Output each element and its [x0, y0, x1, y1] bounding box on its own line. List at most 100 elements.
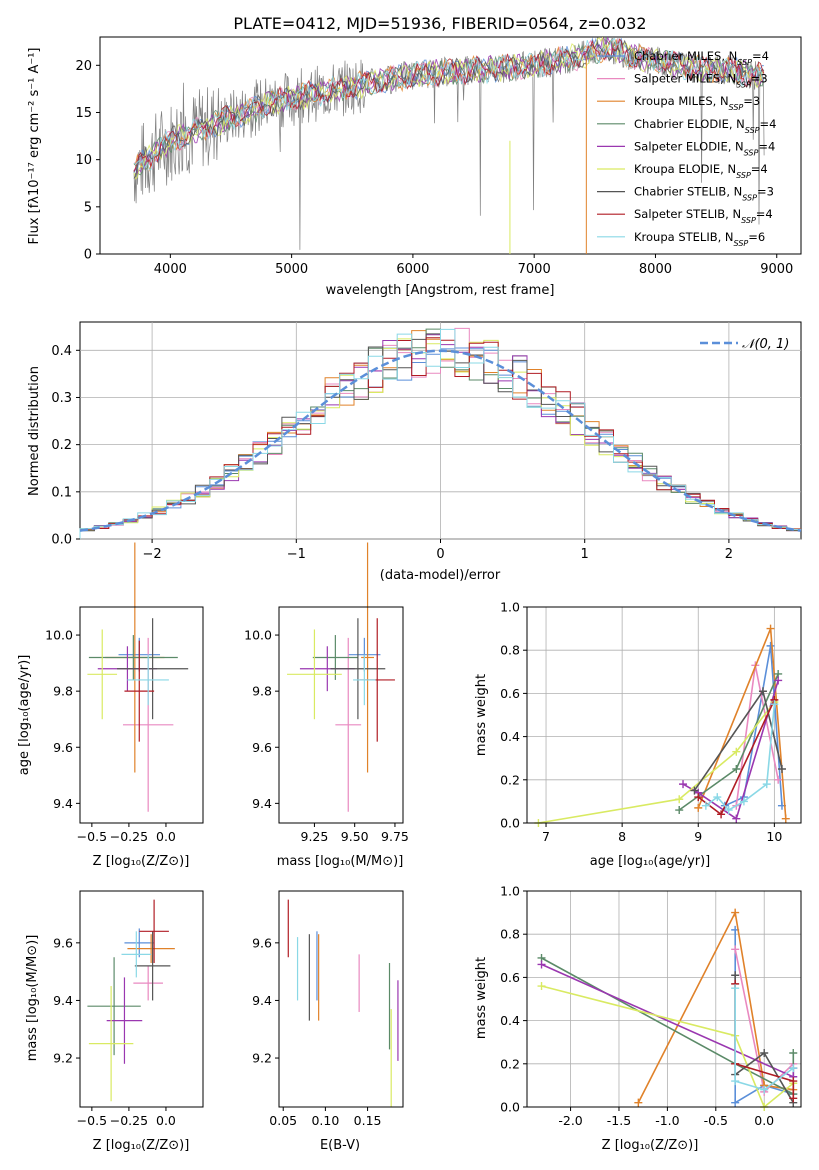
weight-vs-Z-ylabel: mass weight [474, 957, 489, 1039]
panel-xtick-label: 9.50 [341, 829, 369, 844]
weight-marker [777, 765, 786, 773]
panel-frame [526, 890, 802, 1108]
spectrum-clip-group [133, 37, 765, 254]
residual-xlabel: (data-model)/error [380, 568, 501, 583]
panel-xtick-label: 0.0 [754, 1113, 774, 1128]
panel-ytick-label: 0.0 [500, 1100, 520, 1115]
weight-marker [739, 797, 748, 806]
residual-xtick-label: 1 [581, 547, 589, 562]
spectrum-xtick-label: 5000 [275, 262, 308, 277]
panel-frame [278, 606, 404, 824]
spectrum-lines [133, 37, 765, 254]
weight-vs-Z-panel: -2.0 -1.5 -1.0 -0.5 0.0 0.0 0.2 0.4 0.6 0.8 1.0 [500, 884, 802, 1128]
spectrum-model-line [133, 37, 765, 175]
legend-entry: Kroupa MILES, NSSP=3 [634, 94, 760, 112]
legend-value: =3 [757, 185, 774, 199]
spectrum-model-line [133, 39, 765, 172]
panel-xtick-label: −0.25 [110, 829, 148, 844]
mass-vs-ebv-xlabel: E(B-V) [320, 1138, 360, 1153]
weight-marker [731, 945, 740, 954]
legend-entry: Salpeter ELODIE, NSSP=4 [634, 139, 775, 157]
panel-xtick-label: −0.5 [77, 829, 107, 844]
weight-marker [789, 1077, 798, 1086]
age-vs-mass-xlabel: mass [log₁₀(M/M⊙)] [277, 854, 404, 869]
weight-marker [679, 780, 688, 789]
panel-ytick-label: 1.0 [500, 600, 520, 615]
residual-histogram [79, 328, 801, 539]
panel-xtick-label: 7 [542, 829, 550, 844]
panel-xtick-label: -2.0 [558, 1113, 582, 1128]
residual-xtick-label: 0 [436, 547, 444, 562]
residual-ytick-label: 0.4 [51, 344, 72, 359]
weight-marker [732, 765, 741, 773]
weight-line [541, 985, 794, 1109]
panel-xtick-label: 10 [766, 829, 782, 844]
panel-ytick-label: 0.4 [500, 729, 520, 744]
legend-subscript: SSP [742, 193, 757, 202]
weight-marker [760, 1049, 769, 1057]
weight-vs-age-xlabel: age [log₁₀(age/yr)] [590, 854, 711, 869]
legend-value: =4 [751, 162, 768, 176]
weight-marker [774, 676, 783, 685]
mass-vs-Z-ylabel: mass [log₁₀(M/M⊙)] [25, 935, 40, 1062]
weight-marker [732, 814, 741, 823]
spectrum-xtick-label: 8000 [639, 262, 672, 277]
panel-ytick-label: 1.0 [500, 884, 520, 899]
panel-ytick-label: 9.2 [252, 1051, 272, 1066]
weight-marker [701, 801, 710, 810]
panel-ytick-label: 9.8 [252, 684, 272, 699]
residual-histograms [79, 327, 802, 539]
weight-line [538, 701, 776, 824]
residual-xtick-label: 2 [725, 547, 733, 562]
weight-marker [774, 775, 783, 784]
panel-ytick-label: 10.0 [244, 628, 272, 643]
weight-marker [690, 786, 699, 795]
weight-line [682, 680, 779, 820]
legend-value: =4 [758, 139, 775, 153]
weight-marker [537, 960, 546, 969]
mass-vs-ebv-panel: 0.05 0.10 0.15 9.2 9.4 9.6 [252, 890, 404, 1128]
weight-line [705, 704, 776, 812]
weight-marker [731, 971, 740, 980]
mass-vs-Z-xlabel: Z [log₁₀(Z/Z⊙)] [93, 1138, 190, 1153]
legend-subscript: SSP [736, 80, 751, 89]
panel-ytick-label: 9.6 [53, 740, 73, 755]
panel-ytick-label: 0.8 [500, 927, 520, 942]
weight-marker [675, 806, 684, 815]
spectrum-xtick-label: 7000 [518, 262, 551, 277]
weight-marker [770, 700, 779, 709]
bottom-panels: −0.5 −0.25 0.09.49.69.810.0 9.25 9.50 9.759.… [45, 542, 802, 1128]
weight-line [734, 988, 794, 1091]
weight-marker [760, 1085, 769, 1094]
panel-xtick-label: -1.0 [655, 1113, 679, 1128]
panel-xtick-label: 9.75 [381, 829, 409, 844]
weight-vs-age-ylabel: mass weight [474, 674, 489, 756]
panel-ytick-label: 0.6 [500, 970, 520, 985]
weight-marker [717, 810, 726, 819]
panel-ytick-label: 0.0 [500, 816, 520, 831]
spectrum-xlabel: wavelength [Angstrom, rest frame] [326, 283, 555, 298]
weight-marker [762, 780, 771, 789]
residual-ylabel: Normed distribution [27, 366, 42, 496]
panel-ytick-label: 9.4 [53, 993, 73, 1008]
panel-xtick-label: -1.5 [607, 1113, 631, 1128]
residual-normal-curve [79, 349, 802, 532]
spectrum-model-line [133, 37, 765, 180]
weight-marker [758, 687, 767, 696]
weight-marker [731, 984, 740, 993]
spectrum-panel: 4000 5000 6000 7000 8000 9000 0 5 10 15 20 Chabrie… [27, 36, 802, 298]
panel-ytick-label: 0.4 [500, 1013, 520, 1028]
residual-ytick-label: 0.3 [51, 391, 72, 406]
spectrum-xtick-label: 6000 [396, 262, 429, 277]
legend-entry: Kroupa STELIB, NSSP=6 [634, 230, 765, 248]
weight-marker [694, 793, 703, 802]
panel-xtick-label: −0.5 [77, 1113, 107, 1128]
weight-marker [789, 1049, 798, 1057]
residual-ytick-label: 0.0 [51, 533, 72, 548]
legend-subscript: SSP [736, 171, 751, 180]
spectrum-ytick-label: 15 [75, 106, 92, 121]
panel-xtick-label: 0.15 [354, 1113, 382, 1128]
weight-marker [694, 803, 703, 812]
weight-marker [731, 908, 740, 917]
panel-ytick-label: 9.4 [252, 796, 272, 811]
